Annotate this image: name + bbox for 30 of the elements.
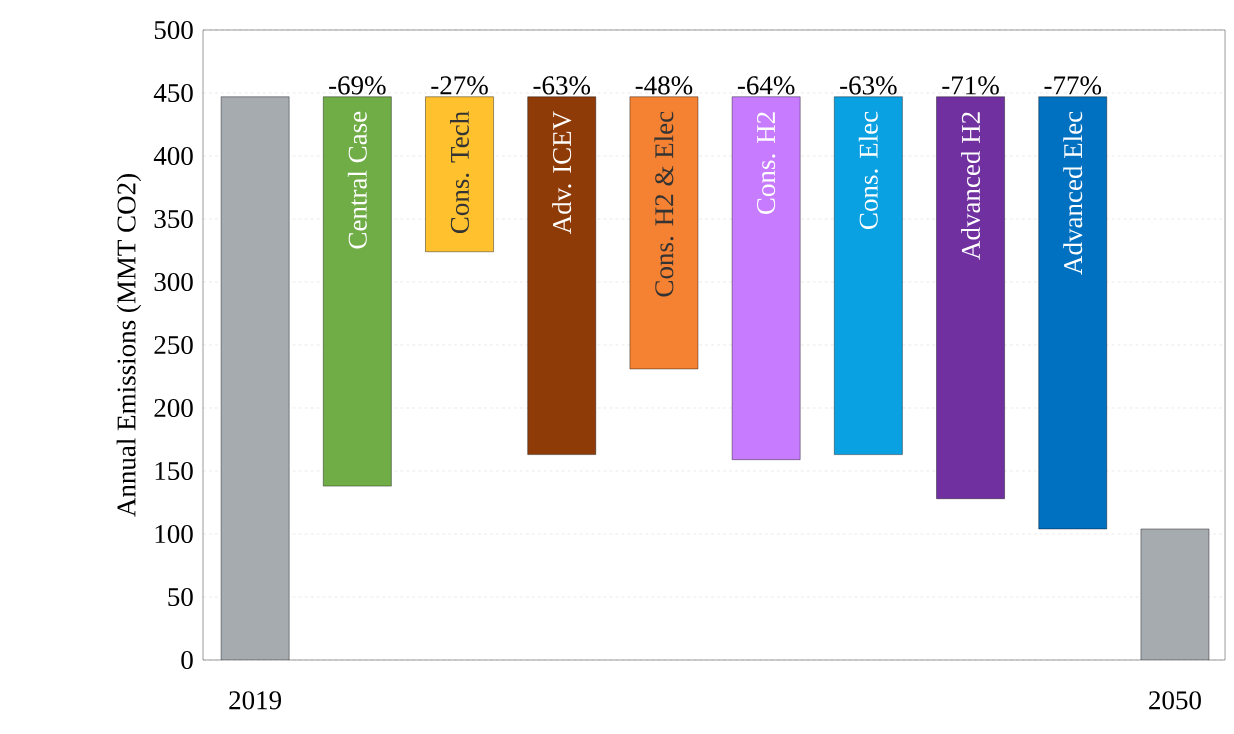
y-tick-label: 300: [154, 272, 193, 292]
annotation: -48%: [635, 76, 693, 95]
y-tick-label: 250: [154, 335, 193, 355]
annotation: -64%: [737, 76, 795, 95]
y-tick-label: 200: [154, 398, 193, 418]
annotation: -63%: [840, 76, 897, 95]
annotation: -63%: [533, 76, 591, 95]
y-tick-label: 100: [155, 524, 193, 544]
annotation: -77%: [1044, 76, 1102, 95]
x-tick-label: Cons. Tech: [449, 111, 470, 234]
y-tick-label: 450: [153, 83, 193, 103]
x-tick-label: Advanced Elec: [1063, 111, 1083, 275]
y-tick-label: 400: [153, 146, 193, 166]
x-tick-label: Adv. ICEV: [552, 111, 572, 235]
x-tick-label: Cons. H2 & Elec: [654, 111, 674, 297]
y-axis-title: Annual Emissions (MMT CO2): [116, 174, 142, 517]
y-tick-label: 350: [154, 209, 193, 229]
x-tick-label: Advanced H2: [961, 112, 981, 260]
x-tick-label: 2050: [1149, 691, 1201, 710]
y-tick-label: 500: [154, 20, 193, 40]
x-tick-label: 2019: [229, 691, 282, 710]
y-tick-label: 0: [181, 650, 193, 670]
annotation: -71%: [942, 76, 999, 95]
y-tick-label: 150: [155, 461, 193, 481]
annotation: -27%: [431, 76, 488, 95]
annotation: -69%: [329, 76, 386, 95]
y-tick-label: 50: [168, 587, 193, 607]
x-tick-label: Cons. H2: [757, 112, 776, 214]
x-tick-label: Cons. Elec: [858, 111, 878, 229]
x-tick-label: Central Case: [347, 111, 367, 249]
